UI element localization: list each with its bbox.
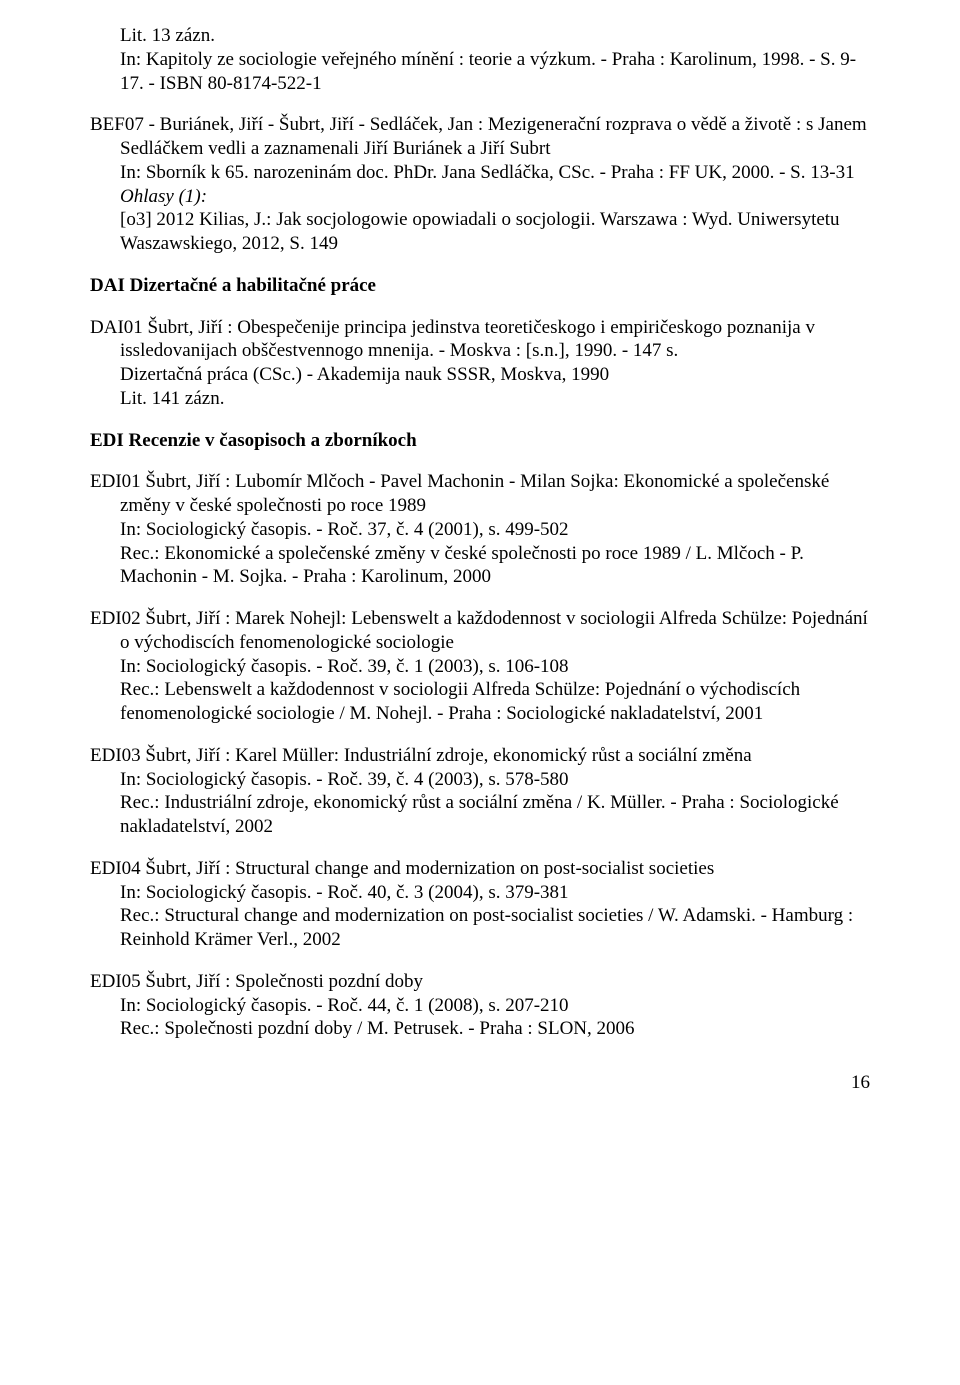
text-line: Lit. 13 zázn. [120, 25, 215, 46]
heading-dai: DAI Dizertačné a habilitačné práce [90, 274, 870, 298]
text-line: Rec.: Industriální zdroje, ekonomický rů… [120, 792, 839, 837]
entry-edi04: EDI04 Šubrt, Jiří : Structural change an… [90, 857, 870, 952]
text-line: Rec.: Ekonomické a společenské změny v č… [120, 543, 804, 588]
text-line: EDI05 Šubrt, Jiří : Společnosti pozdní d… [90, 971, 423, 992]
entry-bef06-tail: Lit. 13 zázn. In: Kapitoly ze sociologie… [90, 24, 870, 95]
text-line: Rec.: Lebenswelt a každodennost v sociol… [120, 679, 800, 724]
text-line: In: Sociologický časopis. - Roč. 40, č. … [120, 882, 569, 903]
text-line: DAI01 Šubrt, Jiří : Obespečenije princip… [90, 317, 815, 362]
heading-edi: EDI Recenzie v časopisoch a zborníkoch [90, 429, 870, 453]
text-line: EDI03 Šubrt, Jiří : Karel Müller: Indust… [90, 745, 752, 766]
entry-edi03: EDI03 Šubrt, Jiří : Karel Müller: Indust… [90, 744, 870, 839]
entry-bef07: BEF07 - Buriánek, Jiří - Šubrt, Jiří - S… [90, 113, 870, 256]
text-line: In: Kapitoly ze sociologie veřejného mín… [120, 49, 856, 94]
text-line: Dizertačná práca (CSc.) - Akademija nauk… [120, 364, 609, 385]
text-line: EDI04 Šubrt, Jiří : Structural change an… [90, 858, 714, 879]
text-line: EDI02 Šubrt, Jiří : Marek Nohejl: Lebens… [90, 608, 868, 653]
entry-edi05: EDI05 Šubrt, Jiří : Společnosti pozdní d… [90, 970, 870, 1041]
text-line: EDI01 Šubrt, Jiří : Lubomír Mlčoch - Pav… [90, 471, 829, 516]
text-line: In: Sociologický časopis. - Roč. 39, č. … [120, 769, 569, 790]
text-line: In: Sborník k 65. narozeninám doc. PhDr.… [120, 162, 855, 183]
text-line: Lit. 141 zázn. [120, 388, 224, 409]
ohlasy-text: [o3] 2012 Kilias, J.: Jak socjologowie o… [120, 209, 840, 254]
entry-edi01: EDI01 Šubrt, Jiří : Lubomír Mlčoch - Pav… [90, 470, 870, 589]
entry-dai01: DAI01 Šubrt, Jiří : Obespečenije princip… [90, 316, 870, 411]
text-line: BEF07 - Buriánek, Jiří - Šubrt, Jiří - S… [90, 114, 867, 159]
text-line: In: Sociologický časopis. - Roč. 39, č. … [120, 656, 569, 677]
text-line: Rec.: Structural change and modernizatio… [120, 905, 853, 950]
text-line: Rec.: Společnosti pozdní doby / M. Petru… [120, 1018, 635, 1039]
ohlasy-label: Ohlasy (1): [120, 186, 207, 207]
text-line: In: Sociologický časopis. - Roč. 44, č. … [120, 995, 569, 1016]
entry-edi02: EDI02 Šubrt, Jiří : Marek Nohejl: Lebens… [90, 607, 870, 726]
text-line: In: Sociologický časopis. - Roč. 37, č. … [120, 519, 569, 540]
page-number: 16 [90, 1071, 870, 1095]
